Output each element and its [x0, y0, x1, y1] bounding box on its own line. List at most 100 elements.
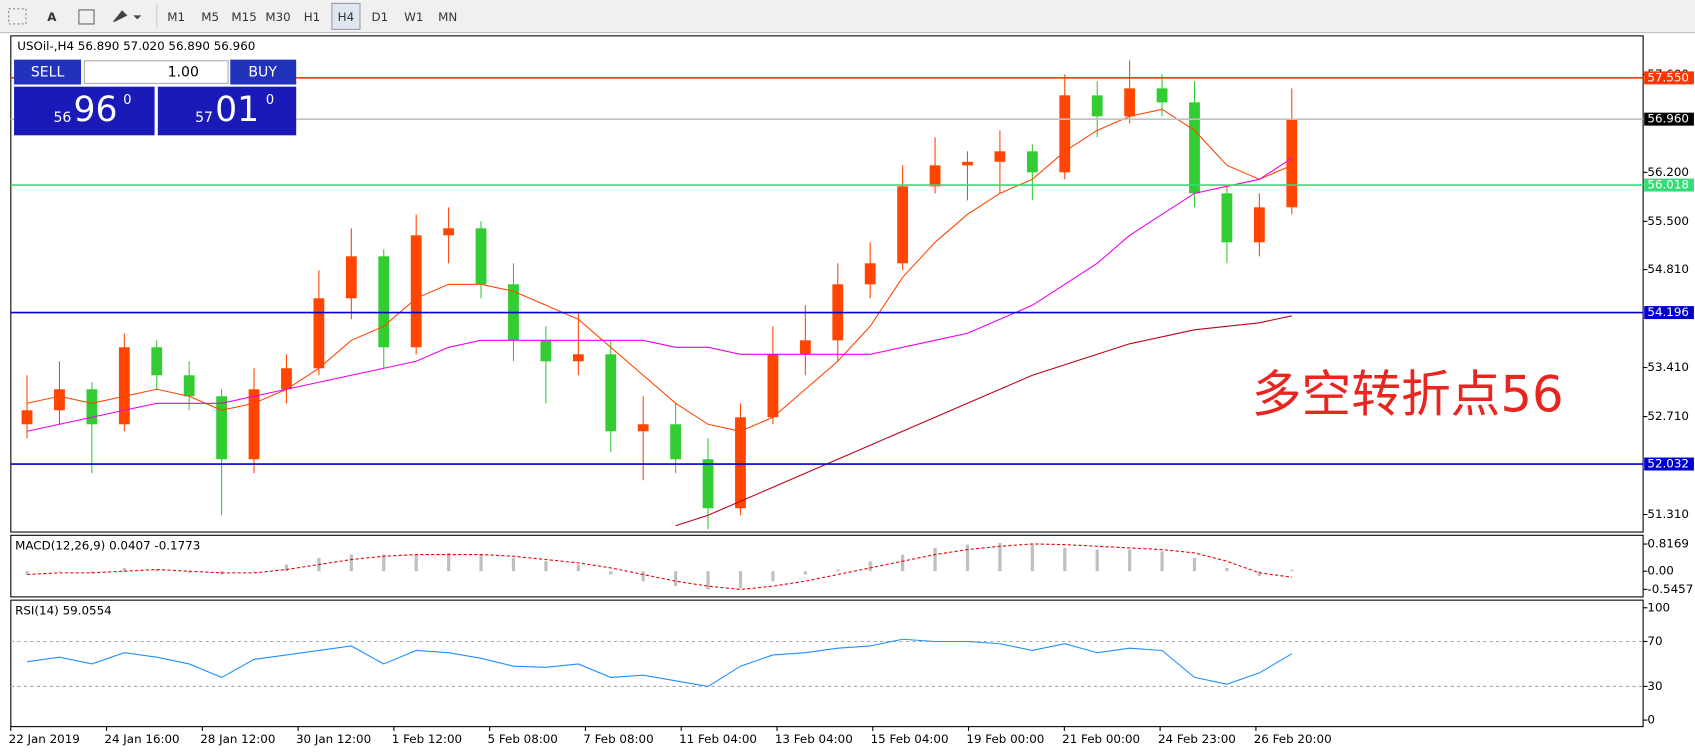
- timeframe-button[interactable]: M1: [167, 10, 185, 24]
- candle-body: [1026, 151, 1038, 173]
- macd-bar: [90, 571, 94, 573]
- candle-body: [151, 347, 163, 376]
- timeframe-button[interactable]: M15: [231, 10, 256, 24]
- timeframe-button[interactable]: D1: [372, 10, 389, 24]
- macd-bar: [998, 542, 1002, 572]
- level-label: 56.018: [1647, 178, 1689, 192]
- moving-average: [26, 108, 1293, 432]
- candle-body: [443, 228, 455, 236]
- bid-pips: 96: [74, 90, 118, 130]
- x-tick-label: 15 Feb 04:00: [871, 732, 949, 746]
- candle-body: [21, 410, 33, 425]
- level-box: [1644, 306, 1694, 320]
- candle-body: [216, 396, 228, 460]
- macd-bar: [122, 567, 126, 572]
- x-tick-label: 24 Jan 16:00: [104, 732, 179, 746]
- macd-bar: [414, 554, 418, 572]
- rsi-title: RSI(14) 59.0554: [15, 603, 112, 617]
- icon-shapes[interactable]: [113, 10, 141, 23]
- level-box: [1644, 457, 1694, 471]
- timeframe-button[interactable]: MN: [438, 10, 457, 24]
- macd-signal: [26, 543, 1292, 591]
- x-tick-label: 21 Feb 00:00: [1062, 732, 1140, 746]
- x-tick-label: 13 Feb 04:00: [775, 732, 853, 746]
- candle-body: [410, 235, 422, 348]
- y-tick-label: -0.5457: [1647, 582, 1693, 596]
- macd-bar: [1257, 571, 1261, 577]
- buy-label[interactable]: BUY: [248, 65, 277, 81]
- chart-title: USOil-,H4 56.890 57.020 56.890 56.960: [17, 39, 255, 53]
- y-tick-label: 70: [1647, 634, 1662, 648]
- candle-body: [767, 354, 779, 418]
- x-tick-label: 1 Feb 12:00: [392, 732, 462, 746]
- candle-body: [118, 347, 130, 425]
- x-tick-label: 24 Feb 23:00: [1158, 732, 1236, 746]
- macd-bar: [836, 569, 840, 572]
- candle-body: [994, 151, 1006, 162]
- y-tick-label: 0.8169: [1647, 537, 1689, 551]
- y-tick-label: 100: [1647, 600, 1670, 614]
- macd-bar: [576, 564, 580, 572]
- macd-bar: [641, 571, 645, 582]
- macd-title: MACD(12,26,9) 0.0407 -0.1773: [15, 539, 200, 553]
- timeframe-button[interactable]: H1: [304, 10, 320, 24]
- macd-bar: [25, 571, 29, 575]
- bid-box[interactable]: [14, 86, 155, 136]
- candle-body: [475, 228, 487, 285]
- sell-label[interactable]: SELL: [31, 65, 65, 81]
- timeframe-button[interactable]: W1: [404, 10, 423, 24]
- macd-bar: [252, 571, 256, 572]
- trade-panel: SELL 1.00 BUY 56 96 0 57 01 0: [14, 58, 297, 136]
- macd-bar: [155, 569, 159, 572]
- y-tick-label: 56.200: [1647, 165, 1689, 179]
- timeframe-button[interactable]: M30: [265, 10, 290, 24]
- sell-button[interactable]: [14, 59, 82, 85]
- candle-body: [345, 256, 357, 299]
- candle-body: [54, 389, 65, 411]
- bid-point: 0: [123, 93, 131, 108]
- candle-body: [183, 375, 195, 397]
- bid-big-figure: 56: [53, 110, 71, 126]
- y-tick-label: 53.410: [1647, 360, 1689, 374]
- ask-box[interactable]: [157, 86, 297, 136]
- x-tick-label: 30 Jan 12:00: [296, 732, 371, 746]
- macd-bar: [544, 561, 548, 572]
- rsi-line: [26, 638, 1293, 687]
- lot-value[interactable]: 1.00: [168, 65, 199, 81]
- candle-body: [248, 389, 260, 460]
- macd-bar: [1030, 544, 1034, 572]
- macd-bar: [284, 564, 289, 572]
- macd-bar: [349, 554, 353, 572]
- candle-body: [962, 161, 973, 166]
- moving-average: [26, 157, 1293, 432]
- lot-input[interactable]: [83, 60, 229, 84]
- x-tick-label: 19 Feb 00:00: [966, 732, 1044, 746]
- candle-body: [1059, 95, 1071, 173]
- macd-bar: [1128, 549, 1132, 572]
- icon-text[interactable]: [78, 9, 95, 25]
- level-label: 57.550: [1647, 70, 1689, 84]
- buy-button[interactable]: [230, 59, 297, 85]
- timeframe-active: [331, 2, 361, 30]
- candle-body: [799, 340, 811, 355]
- x-tick-label: 28 Jan 12:00: [200, 732, 275, 746]
- timeframe-button[interactable]: H4: [338, 10, 354, 24]
- y-tick-label: 30: [1647, 679, 1662, 693]
- x-tick-label: 26 Feb 20:00: [1254, 732, 1332, 746]
- macd-panel: [10, 534, 1644, 598]
- level-box: [1644, 178, 1694, 192]
- candle-body: [1124, 88, 1136, 117]
- ask-big-figure: 57: [195, 110, 213, 126]
- macd-bar: [868, 561, 872, 572]
- macd-bar: [965, 544, 970, 572]
- macd-bar: [1095, 549, 1099, 572]
- plot: 51.31052.71053.41054.81055.50056.20057.6…: [9, 60, 1694, 746]
- x-tick-label: 7 Feb 08:00: [583, 732, 653, 746]
- timeframe-button[interactable]: M5: [201, 10, 219, 24]
- y-tick-label: 0: [1647, 713, 1655, 727]
- candle-body: [897, 186, 909, 264]
- macd-bar: [1192, 557, 1197, 572]
- macd-bar: [1063, 547, 1067, 572]
- font-button[interactable]: A: [47, 10, 57, 24]
